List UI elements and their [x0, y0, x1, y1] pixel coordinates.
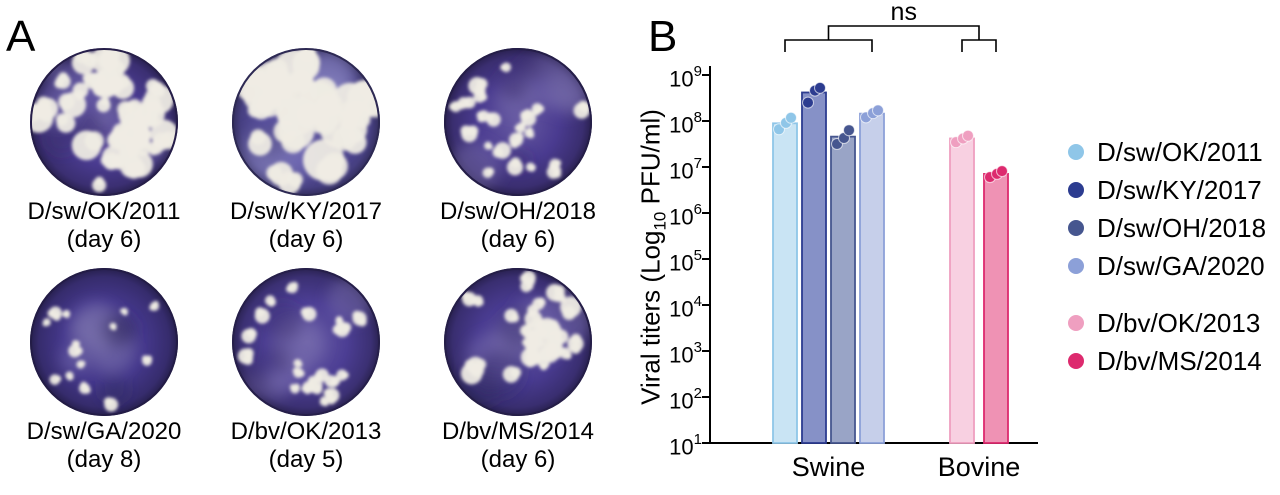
plate-cell: D/sw/KY/2017 (day 6): [200, 46, 412, 254]
legend-color-dot: [1068, 182, 1084, 198]
y-tick-label: 105: [669, 247, 702, 276]
swine-bracket: [784, 39, 873, 52]
legend-color-dot: [1068, 220, 1084, 236]
data-point: [785, 111, 797, 124]
y-tick-label: 103: [669, 339, 702, 368]
x-axis-group-label: Bovine: [937, 452, 1021, 482]
legend-label: D/sw/OK/2011: [1097, 136, 1263, 167]
bar-D/bv/MS/2014: [983, 172, 1009, 444]
plate-cell: D/sw/OH/2018 (day 6): [412, 46, 624, 254]
chart-legend: D/sw/OK/2011 D/sw/KY/2017 D/sw/OH/2018 D/sw…: [1068, 136, 1267, 376]
y-tick-label: 109: [669, 63, 702, 92]
plate-day-label: (day 6): [66, 226, 142, 253]
plaque-assay-image: [232, 48, 380, 196]
legend-label: D/bv/MS/2014: [1097, 345, 1262, 376]
y-tick-label: 102: [669, 385, 702, 414]
plate-day-label: (day 6): [480, 226, 556, 253]
bovine-bracket: [961, 39, 997, 52]
data-point: [814, 81, 826, 94]
chart-plot-area: ns: [702, 0, 1038, 444]
bar-D/sw/OK/2011: [772, 122, 798, 444]
legend-color-dot: [1068, 353, 1084, 369]
y-tick-label: 101: [669, 431, 702, 460]
plate-name-label: D/sw/KY/2017: [229, 198, 383, 225]
data-point: [872, 104, 884, 117]
viral-titer-bar-chart: ns Viral titers (Log10 PFU/ml) 101 102 103…: [635, 0, 1080, 495]
plaque-assay-image: [444, 48, 592, 196]
plaque-assay-image: [30, 268, 178, 416]
x-axis-group-label: Swine: [791, 452, 866, 482]
plate-cell: D/bv/MS/2014 (day 6): [412, 266, 624, 474]
legend-item: D/bv/MS/2014: [1068, 345, 1266, 376]
data-point: [962, 129, 974, 142]
bar-D/bv/OK/2013: [949, 137, 975, 444]
plaque-assay-grid: D/sw/OK/2011 (day 6) D/sw/KY/2017 (day 6) D/…: [8, 46, 624, 474]
plaque-assay-image: [232, 268, 380, 416]
legend-item: D/sw/OK/2011: [1068, 136, 1266, 167]
ns-significance-label: ns: [891, 0, 917, 26]
plate-cell: D/sw/OK/2011 (day 6): [8, 46, 200, 254]
y-tick-label: 107: [669, 155, 702, 184]
legend-item: D/sw/GA/2020: [1068, 250, 1266, 281]
y-tick-label: 108: [669, 109, 702, 138]
bar-D/sw/GA/2020: [859, 112, 885, 444]
plaque-assay-image: [30, 48, 178, 196]
plate-name-label: D/sw/GA/2020: [26, 418, 182, 445]
legend-item: D/sw/KY/2017: [1068, 174, 1266, 205]
bar-D/sw/KY/2017: [801, 91, 827, 444]
y-tick-label: 104: [669, 293, 702, 322]
plate-day-label: (day 5): [268, 446, 344, 473]
legend-label: D/bv/OK/2013: [1097, 307, 1261, 338]
legend-item: D/bv/OK/2013: [1068, 307, 1266, 338]
panel-b-letter: B: [648, 12, 678, 61]
bar-D/sw/OH/2018: [830, 135, 856, 444]
comparison-bracket: [827, 25, 980, 40]
legend-label: D/sw/GA/2020: [1097, 250, 1265, 281]
legend-color-dot: [1068, 258, 1084, 274]
plate-cell: D/sw/GA/2020 (day 8): [8, 266, 200, 474]
data-point: [996, 165, 1008, 178]
plate-day-label: (day 8): [66, 446, 142, 473]
plate-name-label: D/sw/OH/2018: [439, 198, 597, 225]
legend-label: D/sw/KY/2017: [1097, 174, 1262, 205]
plate-day-label: (day 6): [268, 226, 344, 253]
legend-color-dot: [1068, 315, 1084, 331]
plate-day-label: (day 6): [480, 446, 556, 473]
plate-name-label: D/sw/OK/2011: [27, 198, 181, 225]
legend-label: D/sw/OH/2018: [1097, 212, 1267, 243]
plate-name-label: D/bv/OK/2013: [230, 418, 382, 445]
plaque-assay-image: [444, 268, 592, 416]
data-point: [843, 124, 855, 137]
plate-cell: D/bv/OK/2013 (day 5): [200, 266, 412, 474]
data-point: [802, 96, 814, 109]
legend-item: D/sw/OH/2018: [1068, 212, 1267, 243]
y-tick-label: 106: [669, 201, 702, 230]
legend-color-dot: [1068, 144, 1084, 160]
plate-name-label: D/bv/MS/2014: [441, 418, 595, 445]
panel-a-letter: A: [6, 12, 36, 61]
